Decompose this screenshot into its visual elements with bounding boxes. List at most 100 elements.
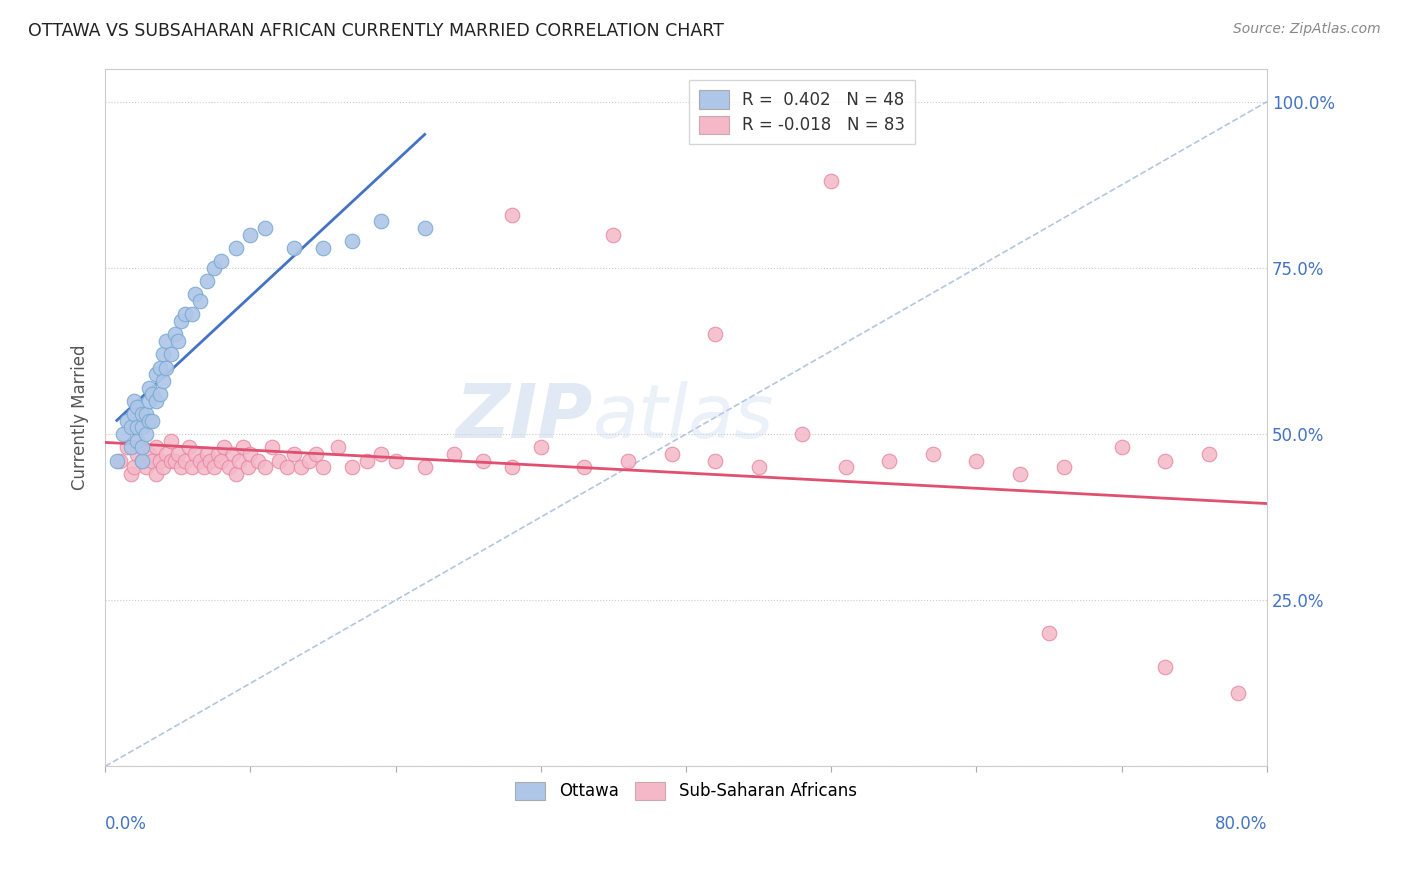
Point: [181, 307, 204, 321]
Point: [1038, 626, 1060, 640]
Point: [1270, 726, 1292, 740]
Point: [115, 440, 138, 454]
Point: [246, 453, 269, 467]
Point: [135, 427, 157, 442]
Point: [202, 260, 225, 275]
Point: [202, 460, 225, 475]
Y-axis label: Currently Married: Currently Married: [72, 344, 89, 491]
Point: [149, 453, 172, 467]
Point: [228, 453, 250, 467]
Point: [145, 368, 167, 382]
Point: [181, 460, 204, 475]
Point: [312, 241, 335, 255]
Point: [138, 447, 160, 461]
Point: [370, 447, 392, 461]
Point: [108, 453, 131, 467]
Point: [135, 460, 157, 475]
Point: [239, 227, 262, 242]
Point: [127, 434, 149, 448]
Point: [127, 434, 149, 448]
Point: [135, 407, 157, 421]
Point: [152, 347, 174, 361]
Point: [661, 447, 683, 461]
Point: [145, 440, 167, 454]
Point: [149, 387, 172, 401]
Point: [617, 453, 640, 467]
Point: [141, 453, 163, 467]
Point: [174, 307, 197, 321]
Point: [214, 440, 236, 454]
Point: [413, 221, 436, 235]
Point: [704, 453, 727, 467]
Point: [131, 440, 153, 454]
Text: 80.0%: 80.0%: [1215, 815, 1267, 833]
Point: [122, 407, 145, 421]
Point: [138, 393, 160, 408]
Point: [253, 460, 276, 475]
Text: 0.0%: 0.0%: [105, 815, 148, 833]
Point: [184, 287, 207, 301]
Point: [141, 387, 163, 401]
Point: [127, 401, 149, 415]
Point: [413, 460, 436, 475]
Point: [297, 453, 319, 467]
Point: [574, 460, 596, 475]
Point: [704, 327, 727, 342]
Point: [1052, 460, 1074, 475]
Point: [163, 453, 186, 467]
Point: [340, 235, 363, 249]
Point: [131, 453, 153, 467]
Legend: Ottawa, Sub-Saharan Africans: Ottawa, Sub-Saharan Africans: [509, 775, 863, 807]
Point: [356, 453, 378, 467]
Point: [127, 447, 149, 461]
Point: [602, 227, 624, 242]
Point: [138, 414, 160, 428]
Point: [232, 440, 254, 454]
Point: [131, 407, 153, 421]
Point: [236, 460, 259, 475]
Point: [269, 453, 291, 467]
Point: [159, 434, 181, 448]
Point: [159, 347, 181, 361]
Point: [179, 440, 201, 454]
Text: ZIP: ZIP: [456, 381, 593, 454]
Point: [120, 420, 142, 434]
Point: [209, 254, 232, 268]
Point: [152, 460, 174, 475]
Point: [218, 460, 240, 475]
Point: [222, 447, 245, 461]
Point: [443, 447, 465, 461]
Point: [122, 393, 145, 408]
Point: [145, 467, 167, 481]
Point: [1226, 686, 1249, 700]
Point: [501, 460, 523, 475]
Point: [159, 453, 181, 467]
Point: [141, 414, 163, 428]
Text: Source: ZipAtlas.com: Source: ZipAtlas.com: [1233, 22, 1381, 37]
Point: [1154, 453, 1177, 467]
Text: OTTAWA VS SUBSAHARAN AFRICAN CURRENTLY MARRIED CORRELATION CHART: OTTAWA VS SUBSAHARAN AFRICAN CURRENTLY M…: [28, 22, 724, 40]
Point: [195, 447, 218, 461]
Point: [471, 453, 494, 467]
Point: [966, 453, 988, 467]
Point: [184, 447, 207, 461]
Point: [253, 221, 276, 235]
Point: [198, 453, 221, 467]
Point: [530, 440, 553, 454]
Point: [193, 460, 215, 475]
Point: [326, 440, 349, 454]
Point: [155, 334, 177, 348]
Point: [225, 241, 247, 255]
Point: [262, 440, 284, 454]
Point: [174, 453, 197, 467]
Point: [879, 453, 901, 467]
Point: [145, 393, 167, 408]
Point: [820, 174, 842, 188]
Point: [290, 460, 312, 475]
Point: [152, 374, 174, 388]
Point: [188, 453, 211, 467]
Point: [283, 241, 305, 255]
Point: [312, 460, 335, 475]
Point: [922, 447, 945, 461]
Point: [370, 214, 392, 228]
